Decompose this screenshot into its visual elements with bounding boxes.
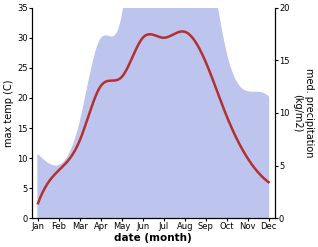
Y-axis label: med. precipitation
(kg/m2): med. precipitation (kg/m2) — [292, 68, 314, 158]
Y-axis label: max temp (C): max temp (C) — [4, 79, 14, 147]
X-axis label: date (month): date (month) — [114, 233, 192, 243]
